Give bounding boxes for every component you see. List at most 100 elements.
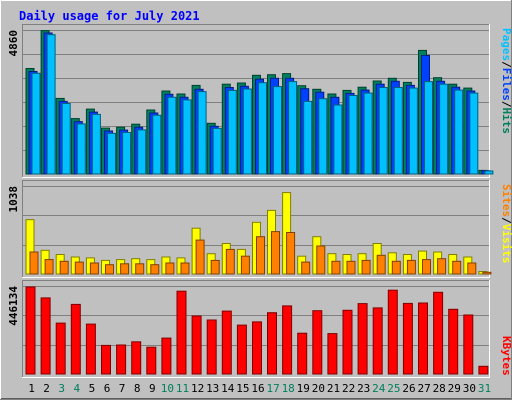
bar-kbytes-day-3: [55, 322, 66, 375]
bar-sites-day-6: [105, 264, 114, 275]
bar-sites-day-9: [150, 264, 160, 275]
day-label-18: 18: [282, 382, 295, 395]
day-label-19: 19: [297, 382, 310, 395]
bar-pages-day-6: [107, 132, 116, 175]
bar-sites-day-22: [346, 260, 356, 275]
bar-kbytes-day-6: [101, 344, 111, 375]
bar-pages-day-4: [76, 123, 86, 175]
bar-pages-day-12: [197, 91, 207, 175]
bar-sites-day-3: [59, 260, 69, 275]
bar-pages-day-14: [227, 89, 237, 175]
bar-pages-day-25: [393, 87, 403, 175]
bar-pages-day-13: [212, 127, 222, 175]
day-label-3: 3: [58, 382, 65, 395]
bar-pages-day-18: [288, 81, 298, 175]
day-label-23: 23: [357, 382, 370, 395]
bar-kbytes-day-22: [342, 309, 353, 375]
legend-entry-hits: Hits: [500, 108, 512, 135]
bar-kbytes-day-23: [357, 303, 368, 375]
legend-entry-pages: Pages: [500, 28, 512, 61]
bar-sites-day-2: [44, 259, 54, 275]
bar-pages-day-16: [258, 82, 267, 175]
bar-pages-day-30: [469, 92, 479, 175]
panel-hits-files-pages: 4860 Pages/Files/Hits: [7, 24, 512, 178]
chart-panels: 4860 Pages/Files/Hits 1038 Sites/Visits 4461…: [7, 24, 512, 378]
legend: KBytes: [500, 336, 512, 376]
bar-kbytes-day-8: [131, 341, 142, 375]
bar-sites-day-15: [240, 255, 250, 275]
legend-separator: /: [500, 101, 512, 108]
day-label-22: 22: [342, 382, 355, 395]
day-label-31: 31: [478, 382, 491, 395]
day-label-13: 13: [206, 382, 219, 395]
day-label-6: 6: [104, 382, 111, 395]
bar-sites-day-16: [256, 236, 265, 275]
chart-title: Daily usage for July 2021: [19, 9, 200, 23]
bar-pages-day-1: [31, 72, 41, 175]
day-label-12: 12: [191, 382, 204, 395]
panel-visits-sites: 1038 Sites/Visits: [7, 180, 512, 278]
bar-sites-day-29: [452, 260, 462, 275]
bar-kbytes-day-20: [312, 310, 323, 375]
bar-sites-day-30: [467, 262, 477, 275]
bar-kbytes-day-13: [206, 319, 217, 375]
panel-kbytes: 446134 KBytes: [7, 280, 512, 378]
bar-kbytes-day-31: [478, 365, 489, 375]
day-label-5: 5: [89, 382, 96, 395]
bar-sites-day-14: [225, 248, 235, 275]
bar-kbytes-day-10: [161, 337, 172, 375]
bar-kbytes-day-7: [116, 344, 127, 375]
bar-sites-day-26: [406, 259, 416, 275]
day-label-30: 30: [463, 382, 476, 395]
day-label-27: 27: [417, 382, 430, 395]
day-label-21: 21: [327, 382, 340, 395]
legend-separator: /: [500, 61, 512, 68]
y-axis-max-label: 446134: [7, 286, 20, 326]
bar-sites-day-23: [361, 259, 371, 275]
bar-sites-day-8: [135, 263, 145, 275]
bar-kbytes-day-12: [191, 315, 202, 375]
bar-sites-day-28: [437, 258, 447, 275]
bar-sites-day-7: [120, 263, 130, 275]
bar-kbytes-day-9: [146, 346, 157, 375]
bar-kbytes-day-2: [40, 297, 51, 375]
bar-sites-day-12: [195, 239, 205, 275]
day-label-24: 24: [372, 382, 386, 395]
day-label-1: 1: [28, 382, 35, 395]
bar-pages-day-22: [348, 95, 358, 175]
bar-sites-day-27: [422, 259, 431, 275]
day-label-16: 16: [251, 382, 264, 395]
bar-sites-day-21: [331, 260, 341, 275]
bar-pages-day-31: [484, 170, 494, 175]
day-label-17: 17: [266, 382, 279, 395]
day-label-8: 8: [134, 382, 141, 395]
bar-pages-day-20: [318, 98, 328, 175]
bar-kbytes-day-26: [402, 302, 413, 375]
bar-pages-day-19: [303, 100, 313, 175]
bar-kbytes-day-15: [236, 324, 247, 375]
legend-entry-kbytes: KBytes: [500, 336, 512, 376]
x-axis-day-labels: 1 2 3 4 5 6 7 8 9 10 11 12 13 14 15 16 17 18 19 20 21 22 23 24 2…: [28, 382, 491, 395]
bar-kbytes-day-28: [433, 291, 444, 375]
bar-pages-day-24: [378, 87, 388, 175]
legend-separator: /: [500, 217, 512, 224]
day-label-20: 20: [312, 382, 325, 395]
legend: Sites/Visits: [500, 184, 512, 264]
bar-pages-day-23: [363, 92, 373, 175]
day-label-14: 14: [221, 382, 235, 395]
day-label-4: 4: [73, 382, 80, 395]
bar-pages-day-3: [61, 103, 71, 175]
bar-sites-day-19: [301, 261, 311, 275]
bar-kbytes-day-14: [221, 310, 232, 375]
bar-sites-day-17: [271, 231, 280, 275]
bar-sites-day-20: [316, 245, 326, 275]
bar-sites-day-4: [74, 261, 84, 275]
bar-kbytes-day-18: [282, 305, 293, 375]
day-label-11: 11: [176, 382, 189, 395]
bar-pages-day-21: [333, 104, 343, 175]
day-label-28: 28: [433, 382, 446, 395]
legend: Pages/Files/Hits: [500, 28, 512, 134]
y-axis-max-label: 1038: [7, 186, 20, 213]
bar-pages-day-11: [182, 99, 192, 175]
